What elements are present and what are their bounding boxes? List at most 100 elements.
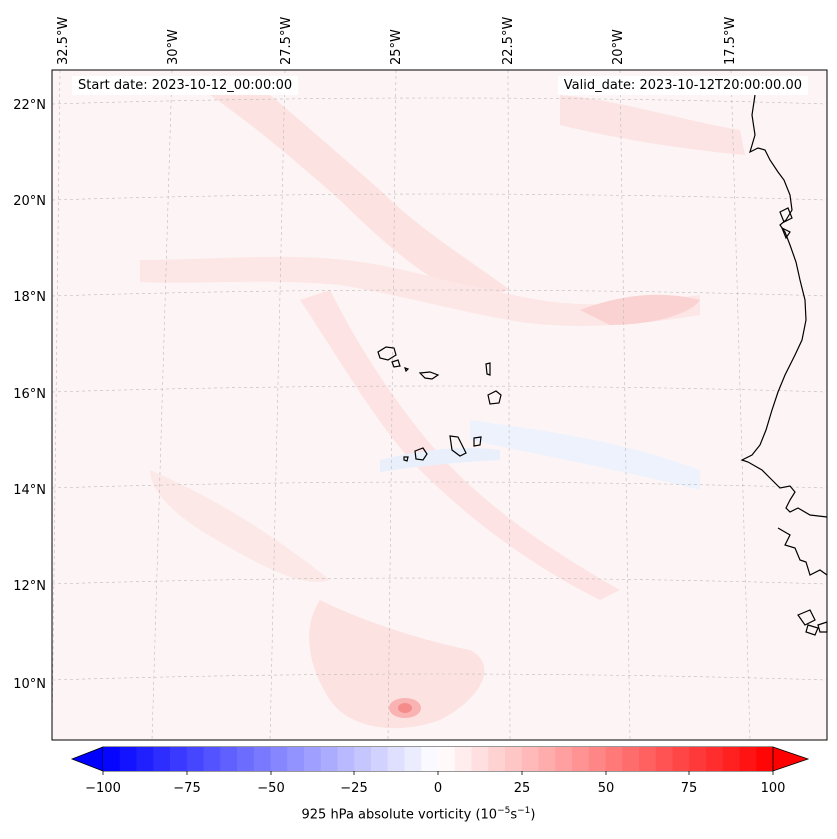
- meridian-30W: [151, 69, 173, 741]
- cb-tick-label-4: 0: [434, 781, 442, 796]
- colorbar-step: [622, 747, 640, 771]
- colorbar-extend-low: [70, 746, 104, 772]
- colorbar-step: [521, 747, 539, 771]
- meridian-27.5W: [269, 69, 286, 741]
- colorbar-step: [153, 747, 171, 771]
- colorbar-step: [505, 747, 523, 771]
- coast-fragment-a: [779, 207, 793, 223]
- colorbar-ticks: [102, 771, 774, 775]
- cb-tick-label-8: 100: [761, 781, 786, 796]
- map-frame: [51, 69, 828, 741]
- lon-label-2: 27.5°W: [279, 17, 294, 65]
- colorbar-tick-labels: −100 −75 −50 −25 0 25 50 75 100: [85, 781, 785, 796]
- vorticity-band-south: [309, 600, 485, 729]
- colorbar-step: [605, 747, 623, 771]
- lon-label-5: 20°W: [611, 29, 626, 65]
- lon-label-1: 30°W: [166, 29, 181, 65]
- colorbar-step: [186, 747, 204, 771]
- colorbar-step: [371, 747, 389, 771]
- cb-tick-label-7: 75: [681, 781, 698, 796]
- colorbar-step: [739, 747, 757, 771]
- start-date-label: Start date: 2023-10-12_00:00:00: [72, 76, 299, 95]
- colorbar-step: [404, 747, 422, 771]
- parallel-18N: [51, 289, 828, 297]
- africa-coast: [740, 94, 828, 518]
- vorticity-band-north: [210, 95, 510, 300]
- sal: [485, 362, 491, 376]
- colorbar-step: [136, 747, 154, 771]
- coast-fragment-b: [780, 226, 791, 240]
- colorbar-step: [756, 747, 774, 771]
- lat-label-6: 10°N: [13, 677, 46, 692]
- colorbar-step: [354, 747, 372, 771]
- vorticity-band-east: [580, 294, 700, 325]
- fogo: [414, 447, 428, 461]
- colorbar-step: [438, 747, 456, 771]
- colorbar-step: [722, 747, 740, 771]
- colorbar-step: [320, 747, 338, 771]
- lat-label-0: 22°N: [13, 98, 46, 113]
- colorbar-step: [555, 747, 573, 771]
- colorbar-step: [488, 747, 506, 771]
- colorbar-step: [572, 747, 590, 771]
- colorbar-step: [689, 747, 707, 771]
- colorbar-step: [170, 747, 188, 771]
- lon-label-3: 25°W: [389, 29, 404, 65]
- lon-label-0: 32.5°W: [56, 17, 71, 65]
- colorbar-step: [287, 747, 305, 771]
- parallel-22N: [51, 97, 828, 105]
- meridian-17.5W: [730, 69, 751, 741]
- valid-date-label: Valid_date: 2023-10-12T20:00:00.00: [557, 76, 808, 95]
- lat-label-4: 14°N: [13, 483, 46, 498]
- lat-label-3: 16°N: [13, 387, 46, 402]
- cb-tick-label-5: 25: [514, 781, 531, 796]
- colorbar-step: [421, 747, 439, 771]
- sao-vicente: [391, 359, 401, 368]
- maio: [473, 436, 482, 447]
- vorticity-band-negative: [380, 448, 500, 472]
- senegal-gambia-coast: [777, 527, 828, 576]
- colorbar-step: [706, 747, 724, 771]
- colorbar-step: [387, 747, 405, 771]
- cb-tick-label-2: −50: [257, 781, 284, 796]
- map-background: [52, 70, 827, 740]
- cb-tick-label-3: −25: [340, 781, 367, 796]
- colorbar-steps: [103, 747, 774, 771]
- colorbar-label-suffix: ): [530, 807, 536, 823]
- lat-label-2: 18°N: [13, 290, 46, 305]
- graticule: [51, 69, 828, 741]
- meridian-22.5W: [507, 69, 511, 741]
- colorbar-label-exp2: −1: [517, 806, 531, 816]
- santo-antao: [377, 346, 397, 361]
- colorbar-step: [337, 747, 355, 771]
- colorbar-step: [639, 747, 657, 771]
- santiago: [449, 435, 467, 457]
- colorbar-step: [203, 747, 221, 771]
- boa-vista: [487, 390, 502, 405]
- colorbar-step: [103, 747, 121, 771]
- colorbar-label: 925 hPa absolute vorticity (10−5s−1): [0, 806, 837, 822]
- santa-luzia: [404, 367, 410, 373]
- vorticity-band-central: [140, 256, 700, 326]
- meridian-32.5W: [51, 69, 61, 741]
- vorticity-band-upper-right: [560, 95, 745, 155]
- vorticity-core-south: [398, 703, 412, 713]
- longitude-labels: 32.5°W 30°W 27.5°W 25°W 22.5°W 20°W 17.5…: [56, 17, 738, 65]
- colorbar-step: [672, 747, 690, 771]
- meridian-25W: [387, 69, 397, 741]
- lat-label-5: 12°N: [13, 579, 46, 594]
- brava: [403, 456, 409, 462]
- latitude-labels: 22°N 20°N 18°N 16°N 14°N 12°N 10°N: [13, 98, 46, 692]
- vorticity-field: [140, 95, 745, 729]
- cape-verde-islands: [377, 346, 502, 462]
- cb-tick-label-0: −100: [85, 781, 121, 796]
- colorbar-step: [454, 747, 472, 771]
- vorticity-band-se: [470, 420, 700, 490]
- lon-label-4: 22.5°W: [501, 17, 516, 65]
- colorbar-step: [471, 747, 489, 771]
- parallel-14N: [51, 481, 828, 489]
- colorbar-step: [588, 747, 606, 771]
- colorbar-step: [220, 747, 238, 771]
- colorbar-step: [538, 747, 556, 771]
